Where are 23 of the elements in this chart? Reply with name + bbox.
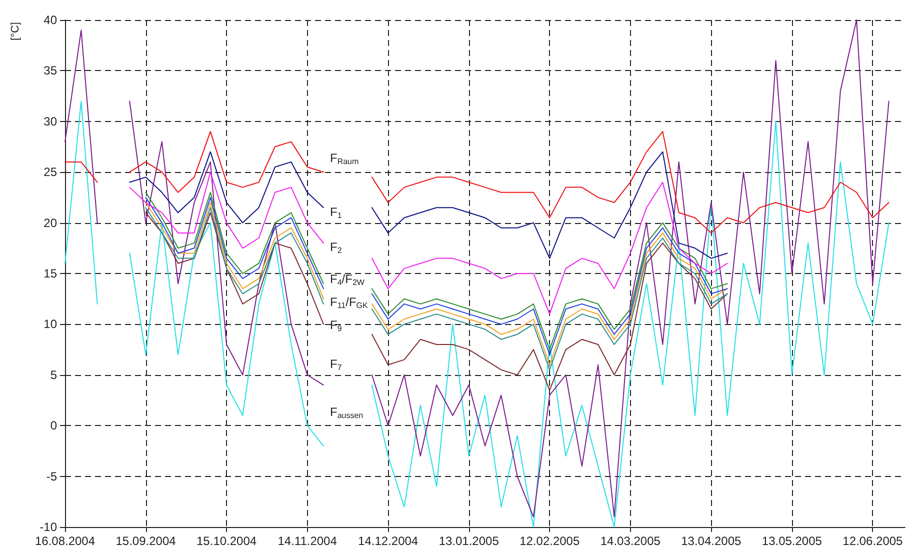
y-tick-label: 30 [44,114,58,128]
x-tick-label: 16.08.2004 [34,534,96,548]
y-tick-label: 15 [44,266,58,280]
y-tick-label: 20 [44,216,58,230]
y-tick-label: 5 [50,368,58,382]
y-tick-label: -10 [40,520,58,534]
x-tick-label: 13.01.2005 [438,534,500,548]
x-tick-label: 15.10.2004 [196,534,257,548]
x-tick-label: 13.04.2005 [681,534,742,548]
y-tick-label: 40 [44,13,58,27]
x-tick-label: 15.09.2004 [116,534,176,548]
y-tick-label: 0 [50,418,58,433]
y-tick-label: -5 [46,469,58,484]
y-tick-label: 35 [44,64,58,78]
x-tick-label: 13.05.2005 [762,534,822,548]
x-tick-label: 12.06.2005 [842,534,904,548]
x-tick-label: 12.02.2005 [520,534,580,548]
y-tick-label: 10 [44,317,58,332]
x-tick-label: 14.12.2004 [358,534,418,548]
x-tick-label: 14.11.2004 [278,534,338,548]
y-tick-label: 25 [44,165,58,180]
x-tick-label: 14.03.2005 [600,534,661,548]
y-axis-title: [°C] [10,22,22,40]
